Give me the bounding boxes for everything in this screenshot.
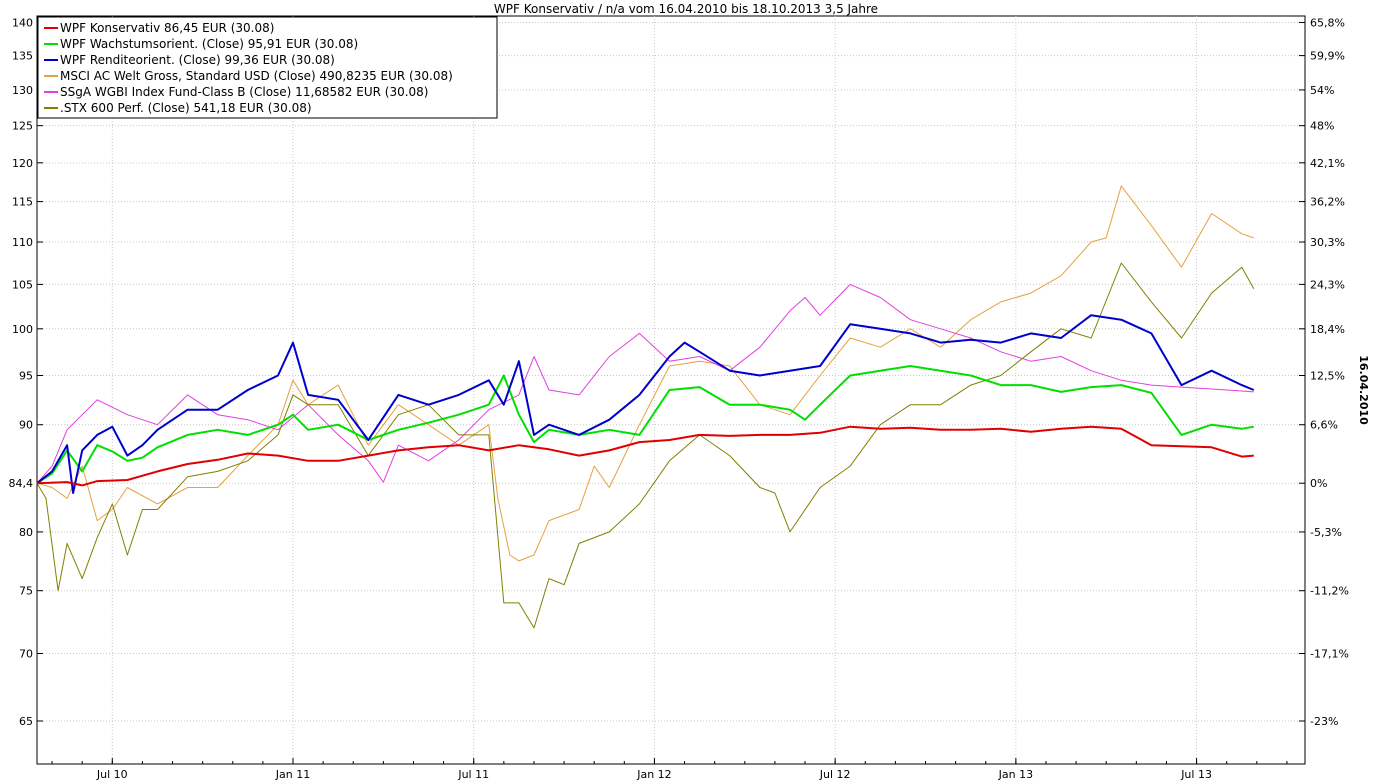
x-tick-label: Jan 12 [636,768,671,781]
legend-entry: WPF Konservativ 86,45 EUR (30.08) [60,21,274,35]
y-tick-label: 65 [19,715,33,728]
y2-tick-label: -17,1% [1310,648,1349,661]
y2-tick-label: 6,6% [1310,419,1338,432]
legend-entry: WPF Wachstumsorient. (Close) 95,91 EUR (… [60,37,358,51]
series-line [36,283,1254,484]
y2-tick-label: -5,3% [1310,526,1342,539]
series-layer [36,185,1255,629]
legend-entry: .STX 600 Perf. (Close) 541,18 EUR (30.08… [60,101,312,115]
legend-entry: WPF Renditeorient. (Close) 99,36 EUR (30… [60,53,335,67]
y-tick-label: 125 [12,120,33,133]
y-tick-label: 105 [12,278,33,291]
x-tick-label: Jul 12 [819,768,851,781]
grid [37,16,1305,764]
y-tick-label: 95 [19,369,33,382]
legend-box [37,16,498,119]
x-tick-label: Jan 13 [998,768,1033,781]
y-tick-label: 90 [19,419,33,432]
y2-tick-label: 59,9% [1310,50,1345,63]
series-line [36,365,1254,485]
y2-tick-label: 48% [1310,120,1334,133]
legend-entry: SSgA WGBI Index Fund-Class B (Close) 11,… [60,85,428,99]
x-tick-label: Jul 10 [96,768,128,781]
y-tick-label: 140 [12,16,33,29]
series-line [36,314,1255,494]
series-line [36,185,1254,562]
series-line [36,425,1254,487]
y2-tick-label: 42,1% [1310,157,1345,170]
y2-tick-label: -11,2% [1310,585,1349,598]
y2-tick-label: 54% [1310,84,1334,97]
axes: 65 -23% 70 -17,1% 75 -11,2% 80 -5,3% 84,4 0% 90 6,6… [9,16,1349,781]
y2-tick-label: 36,2% [1310,196,1345,209]
y-tick-label: 115 [12,196,33,209]
y-tick-label: 80 [19,526,33,539]
y2-tick-label: 12,5% [1310,369,1345,382]
y2-tick-label: 18,4% [1310,323,1345,336]
y-tick-label: 70 [19,648,33,661]
y2-tick-label: 30,3% [1310,236,1345,249]
legend-entry: MSCI AC Welt Gross, Standard USD (Close)… [60,69,453,83]
y-tick-label: 75 [19,585,33,598]
y-tick-label: 110 [12,236,33,249]
x-tick-label: Jul 13 [1180,768,1212,781]
y-tick-label: 135 [12,50,33,63]
series-line [36,262,1255,629]
y-tick-label: 84,4 [9,477,34,490]
y-tick-label: 120 [12,157,33,170]
legend: WPF Konservativ 86,45 EUR (30.08) WPF Wac… [37,16,498,119]
y2-tick-label: 0% [1310,477,1327,490]
y2-tick-label: 65,8% [1310,16,1345,29]
y-tick-label: 100 [12,323,33,336]
y2-tick-label: -23% [1310,715,1338,728]
x-tick-label: Jul 11 [457,768,489,781]
y2-tick-label: 24,3% [1310,278,1345,291]
chart-title: WPF Konservativ / n/a vom 16.04.2010 bis… [494,2,878,16]
x-tick-label: Jan 11 [275,768,310,781]
y-tick-label: 130 [12,84,33,97]
y2-axis-label: 16.04.2010 [1357,355,1370,425]
